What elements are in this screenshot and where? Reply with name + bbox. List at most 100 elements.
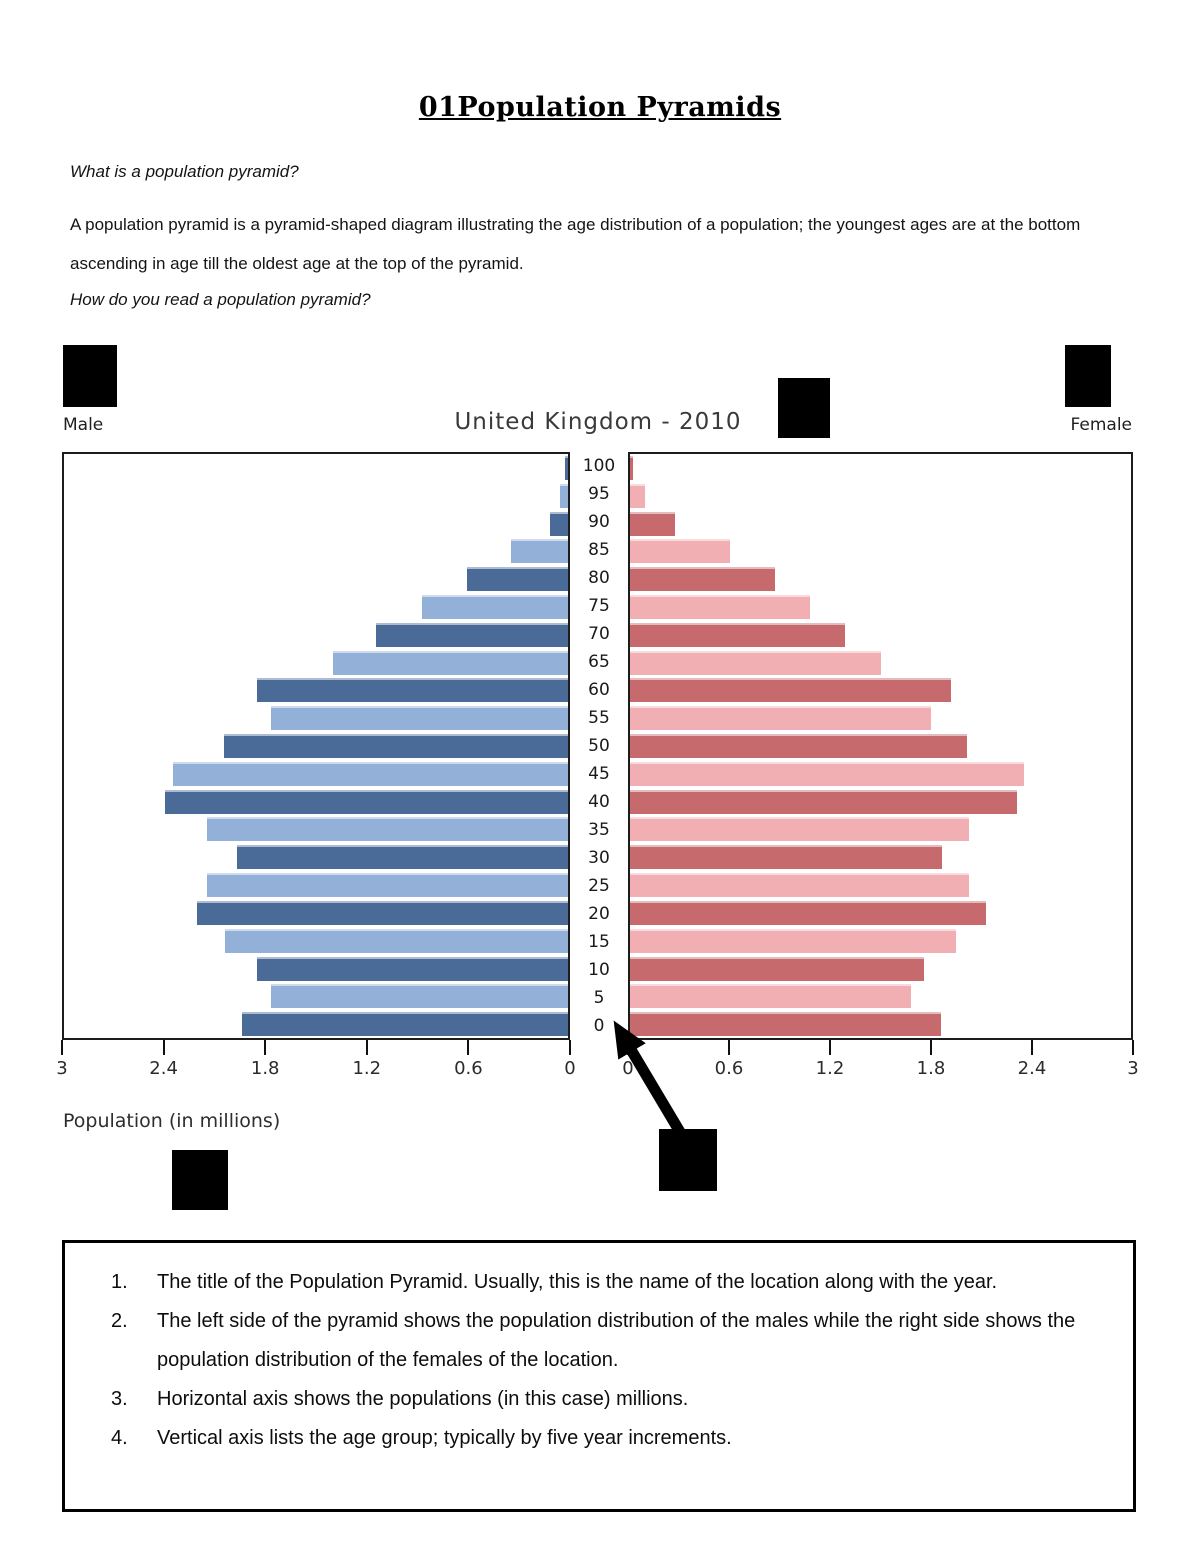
x-axis-title: Population (in millions) [63, 1110, 281, 1132]
male-bar-row-age-85 [64, 537, 568, 565]
redacted-callout-box-xaxis [172, 1150, 228, 1210]
male-bar-age-70 [376, 622, 568, 647]
female-bar-age-5 [630, 984, 911, 1009]
age-label-40: 40 [588, 792, 610, 812]
male-bar-age-65 [332, 650, 568, 675]
male-bar-age-10 [257, 956, 568, 981]
explanation-box: 1. The title of the Population Pyramid. U… [62, 1240, 1136, 1512]
male-bar-age-30 [237, 845, 568, 870]
female-bar-row-age-20 [630, 899, 1131, 927]
note-number-3: 3. [111, 1388, 128, 1410]
female-bar-row-age-15 [630, 927, 1131, 955]
note-item-1: 1. The title of the Population Pyramid. U… [111, 1263, 1093, 1302]
female-bar-age-100 [630, 455, 634, 480]
male-bar-row-age-65 [64, 649, 568, 677]
male-bar-age-40 [164, 789, 568, 814]
male-bar-row-age-75 [64, 593, 568, 621]
female-bar-age-75 [630, 594, 811, 619]
male-axis-tick-mark-3 [61, 1040, 63, 1055]
female-x-axis: 0 0.6 1.2 1.8 2.4 3 [622, 1040, 1139, 1080]
chart-title: United Kingdom - 2010 [454, 409, 742, 435]
male-bar-age-20 [196, 900, 568, 925]
male-bar-row-age-25 [64, 871, 568, 899]
male-bar-age-15 [225, 928, 568, 953]
male-bar-row-age-80 [64, 565, 568, 593]
question-how-to-read: How do you read a population pyramid? [70, 290, 371, 309]
redacted-callout-box-male [63, 345, 117, 407]
female-axis-tick-label-1.2: 1.2 [815, 1058, 845, 1079]
female-bar-row-age-95 [630, 482, 1131, 510]
female-bar-row-age-100 [630, 454, 1131, 482]
male-axis-tick-mark-0.6 [467, 1040, 470, 1055]
female-bar-age-60 [630, 678, 951, 703]
female-bar-row-age-45 [630, 760, 1131, 788]
female-bar-row-age-50 [630, 732, 1131, 760]
female-bars-panel [628, 452, 1133, 1040]
male-axis-tick-label-0: 0 [564, 1058, 576, 1079]
male-bar-age-100 [564, 455, 568, 480]
age-label-10: 10 [588, 960, 610, 980]
age-label-95: 95 [588, 484, 610, 504]
male-axis-tick-mark-1.8 [264, 1040, 267, 1055]
female-bar-row-age-25 [630, 871, 1131, 899]
redacted-callout-box-female [1065, 345, 1111, 407]
male-bar-age-35 [206, 817, 568, 842]
male-bar-row-age-95 [64, 482, 568, 510]
male-bar-row-age-5 [64, 982, 568, 1010]
male-bar-row-age-60 [64, 677, 568, 705]
age-label-30: 30 [588, 848, 610, 868]
male-bar-row-age-35 [64, 816, 568, 844]
male-bar-age-0 [242, 1012, 568, 1037]
age-label-45: 45 [588, 764, 610, 784]
male-bar-row-age-15 [64, 927, 568, 955]
female-bar-age-70 [630, 622, 846, 647]
male-bar-row-age-20 [64, 899, 568, 927]
annotation-arrow [613, 1020, 685, 1135]
note-number-4: 4. [111, 1427, 128, 1449]
age-label-65: 65 [588, 652, 610, 672]
female-bar-row-age-10 [630, 955, 1131, 983]
age-label-35: 35 [588, 820, 610, 840]
female-bar-row-age-55 [630, 704, 1131, 732]
age-label-25: 25 [588, 876, 610, 896]
female-bar-age-95 [630, 483, 646, 508]
male-bar-row-age-100 [64, 454, 568, 482]
age-label-15: 15 [588, 932, 610, 952]
female-bar-row-age-80 [630, 565, 1131, 593]
male-bar-age-60 [257, 678, 568, 703]
male-bar-age-25 [206, 873, 568, 898]
female-bar-age-80 [630, 567, 776, 592]
female-bar-age-90 [630, 511, 676, 536]
male-axis-tick-label-1.8: 1.8 [250, 1058, 280, 1079]
male-bar-age-85 [510, 539, 568, 564]
male-bar-age-55 [270, 706, 568, 731]
female-axis-tick-label-2.4: 2.4 [1017, 1058, 1047, 1079]
female-bar-row-age-35 [630, 816, 1131, 844]
age-label-70: 70 [588, 624, 610, 644]
male-bar-row-age-0 [64, 1010, 568, 1038]
male-bar-age-95 [559, 483, 568, 508]
note-text-4: Vertical axis lists the age group; typic… [157, 1427, 732, 1449]
male-bar-row-age-70 [64, 621, 568, 649]
female-bar-age-20 [630, 900, 986, 925]
male-bar-age-90 [549, 511, 568, 536]
female-bar-age-45 [630, 761, 1025, 786]
male-axis-tick-mark-1.2 [365, 1040, 368, 1055]
note-number-1: 1. [111, 1271, 128, 1293]
female-axis-tick-mark-1.2 [829, 1040, 831, 1055]
female-bar-row-age-0 [630, 1010, 1131, 1038]
age-label-55: 55 [588, 708, 610, 728]
female-bar-age-30 [630, 845, 943, 870]
male-axis-tick-label-0.6: 0.6 [454, 1058, 483, 1079]
male-bar-row-age-90 [64, 510, 568, 538]
male-bar-age-45 [173, 761, 568, 786]
female-axis-tick-mark-3 [1132, 1040, 1134, 1055]
female-bar-age-0 [630, 1012, 941, 1037]
female-bar-row-age-70 [630, 621, 1131, 649]
male-bar-row-age-10 [64, 955, 568, 983]
age-label-90: 90 [588, 512, 610, 532]
male-bar-row-age-40 [64, 788, 568, 816]
age-label-20: 20 [588, 904, 610, 924]
female-bar-age-50 [630, 734, 968, 759]
